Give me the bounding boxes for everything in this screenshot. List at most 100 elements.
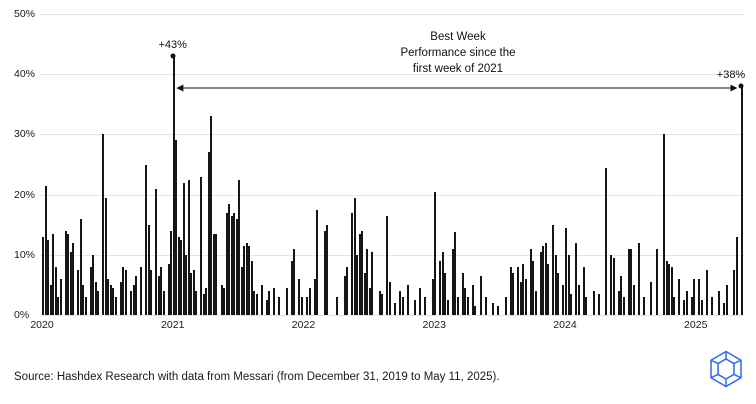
bar: [182, 182, 185, 315]
bar: [361, 230, 364, 315]
bar: [585, 296, 588, 315]
bar: [175, 140, 178, 315]
bar: [145, 164, 148, 315]
bar: [147, 224, 150, 315]
best-week-note: Best Week Performance since the first we…: [400, 31, 516, 76]
bar: [637, 242, 640, 315]
bar: [205, 287, 208, 315]
bar: [705, 269, 708, 315]
bar: [522, 263, 525, 315]
bar: [693, 278, 696, 315]
bar: [124, 269, 127, 315]
bar: [316, 209, 319, 315]
bar: [610, 254, 613, 315]
bar: [52, 233, 55, 315]
bar: [381, 293, 384, 315]
bar: [306, 296, 308, 315]
bar: [351, 212, 354, 315]
bar: [419, 287, 422, 315]
bar: [484, 296, 487, 315]
gridline: [40, 315, 745, 316]
bar: [190, 272, 193, 315]
bar: [248, 245, 251, 315]
bar: [210, 116, 213, 315]
bar: [273, 287, 276, 315]
bar: [167, 263, 170, 315]
bar: [394, 302, 396, 315]
bar: [363, 272, 366, 315]
bar: [597, 293, 600, 315]
bar: [202, 293, 205, 315]
bar: [665, 260, 668, 315]
hashdex-logo: [706, 349, 746, 389]
x-tick-label: 2025: [684, 319, 708, 331]
bar: [343, 275, 346, 315]
bar: [512, 272, 515, 315]
bar: [54, 266, 57, 315]
bar: [378, 290, 381, 315]
bar: [260, 284, 263, 315]
bar: [285, 287, 288, 315]
bar: [451, 248, 454, 315]
x-tick-label: 2024: [553, 319, 577, 331]
bar: [735, 236, 738, 315]
bar: [650, 281, 653, 315]
bar: [444, 272, 447, 315]
bar: [140, 266, 143, 315]
bar: [336, 296, 339, 315]
bar: [64, 230, 67, 315]
bar: [474, 305, 477, 315]
bar: [642, 296, 645, 315]
bar: [366, 248, 369, 315]
bar: [49, 284, 52, 315]
bar: [82, 284, 85, 315]
y-tick-label: 30%: [14, 128, 36, 141]
bar: [700, 299, 703, 315]
bar: [542, 245, 545, 315]
bar: [539, 251, 542, 315]
bar: [725, 284, 728, 315]
bar: [114, 296, 117, 315]
y-tick-label: 0%: [14, 309, 30, 321]
plot-area: Best Week Performance since the first we…: [40, 14, 746, 316]
bar: [509, 266, 512, 315]
bar: [162, 290, 165, 315]
bar: [655, 248, 658, 315]
gridline: [40, 134, 745, 136]
bar: [326, 224, 329, 315]
x-axis: 2020 2021 2022 2023 2024 2025: [30, 319, 745, 335]
bar: [265, 299, 268, 315]
bar: [69, 251, 72, 315]
bar: [690, 296, 693, 315]
bar: [67, 233, 70, 315]
bar: [130, 290, 132, 315]
bar: [454, 231, 457, 315]
bar: [388, 281, 391, 315]
bar: [562, 284, 565, 315]
bar: [401, 296, 404, 315]
bar: [278, 296, 281, 315]
annotation-dot: [738, 83, 744, 89]
bar: [685, 290, 688, 315]
gridline: [40, 254, 745, 256]
gridline: [40, 194, 745, 196]
bar: [119, 281, 122, 315]
x-tick-label: 2020: [30, 319, 54, 331]
annotation-label: +38%: [716, 69, 746, 82]
bar: [386, 215, 389, 315]
bar: [466, 296, 469, 315]
bar: [612, 257, 615, 315]
bar: [356, 254, 359, 315]
x-tick-label: 2022: [291, 319, 316, 331]
bar: [200, 176, 203, 315]
bar: [534, 290, 537, 315]
weekly-performance-chart: 0% 10% 20% 30% 40% 50% Best Week Performance …: [14, 8, 746, 335]
bar: [109, 284, 112, 315]
bar: [368, 287, 371, 315]
bar: [446, 299, 449, 315]
bar: [605, 167, 608, 315]
bar: [243, 245, 246, 315]
bar: [698, 278, 701, 315]
bar: [323, 230, 326, 315]
